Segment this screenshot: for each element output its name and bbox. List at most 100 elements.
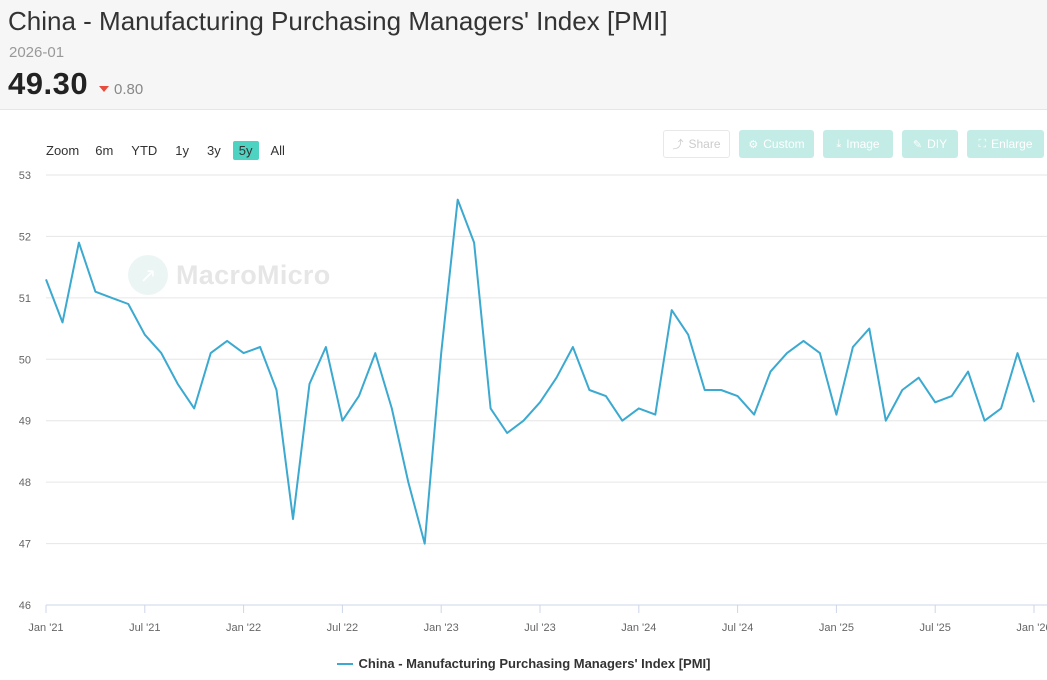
down-arrow-icon <box>99 86 109 93</box>
data-point <box>967 371 969 373</box>
value-change: 0.80 <box>99 81 143 98</box>
share-label: Share <box>688 137 721 151</box>
data-point <box>341 420 343 422</box>
y-tick-label: 47 <box>19 539 31 551</box>
data-point <box>918 377 920 379</box>
image-label: Image <box>846 137 880 151</box>
x-tick-label: Jul '23 <box>524 622 555 634</box>
zoom-6m-button[interactable]: 6m <box>95 143 114 158</box>
data-point <box>621 420 623 422</box>
data-point <box>1000 407 1002 409</box>
data-point <box>588 389 590 391</box>
data-point <box>78 242 80 244</box>
diy-label: DIY <box>927 137 948 151</box>
data-point <box>770 371 772 373</box>
data-point <box>325 346 327 348</box>
data-point <box>654 414 656 416</box>
zoom-1y-button[interactable]: 1y <box>175 143 190 158</box>
data-point <box>177 383 179 385</box>
data-point <box>127 303 129 305</box>
data-point <box>94 291 96 293</box>
share-button[interactable]: ⤴ Share <box>663 130 730 158</box>
share-icon: ⤴ <box>672 139 684 151</box>
data-point <box>1033 401 1035 403</box>
gear-icon: ⚙ <box>748 138 759 151</box>
zoom-all-button[interactable]: All <box>270 143 285 158</box>
zoom-selector: Zoom 6m YTD 1y 3y 5y All <box>46 141 297 160</box>
zoom-label: Zoom <box>46 143 80 158</box>
x-tick-label: Jan '22 <box>226 622 261 634</box>
watermark-text: MacroMicro <box>176 259 331 290</box>
data-point <box>720 389 722 391</box>
data-point <box>292 518 294 520</box>
latest-period: 2026-01 <box>9 44 65 61</box>
data-point <box>506 432 508 434</box>
y-tick-label: 52 <box>19 231 31 243</box>
data-point <box>490 407 492 409</box>
data-point <box>539 401 541 403</box>
enlarge-button[interactable]: ⛶ Enlarge <box>967 130 1044 158</box>
custom-button[interactable]: ⚙ Custom <box>739 130 814 158</box>
chart-toolbar: ⤴ Share ⚙ Custom ⤓ Image ✎ DIY ⛶ Enlarge <box>663 130 1047 158</box>
expand-icon: ⛶ <box>978 137 987 150</box>
pencil-icon: ✎ <box>912 138 923 151</box>
data-point <box>523 420 525 422</box>
data-point <box>868 328 870 330</box>
y-tick-label: 46 <box>19 600 31 612</box>
y-tick-label: 51 <box>19 293 31 305</box>
data-point <box>45 278 47 280</box>
data-point <box>885 420 887 422</box>
data-point <box>605 395 607 397</box>
zoom-ytd-button[interactable]: YTD <box>131 143 158 158</box>
y-tick-label: 53 <box>19 170 31 182</box>
download-icon: ⤓ <box>836 137 842 150</box>
y-tick-label: 48 <box>19 477 31 489</box>
data-point <box>276 389 278 391</box>
x-tick-label: Jan '21 <box>28 622 63 634</box>
data-point <box>934 401 936 403</box>
zoom-3y-button[interactable]: 3y <box>207 143 221 158</box>
custom-label: Custom <box>763 137 805 151</box>
data-point <box>243 352 245 354</box>
macromicro-logo-icon: ↗ <box>128 255 168 295</box>
x-tick-label: Jul '24 <box>722 622 753 634</box>
data-point <box>704 389 706 391</box>
data-point <box>572 346 574 348</box>
data-point <box>440 352 442 354</box>
data-point <box>852 346 854 348</box>
data-point <box>259 346 261 348</box>
x-tick-label: Jan '24 <box>621 622 656 634</box>
y-tick-label: 49 <box>19 416 31 428</box>
chart-legend[interactable]: China - Manufacturing Purchasing Manager… <box>0 656 1047 671</box>
data-point <box>671 309 673 311</box>
data-point <box>160 352 162 354</box>
x-tick-label: Jan '26 <box>1016 622 1047 634</box>
data-point <box>424 543 426 545</box>
indicator-header: China - Manufacturing Purchasing Manager… <box>0 0 1047 110</box>
data-point <box>61 321 63 323</box>
legend-line-icon <box>336 662 353 665</box>
data-point <box>193 407 195 409</box>
data-point <box>473 242 475 244</box>
image-button[interactable]: ⤓ Image <box>823 130 893 158</box>
data-point <box>407 481 409 483</box>
data-point <box>391 407 393 409</box>
data-point <box>308 383 310 385</box>
data-point <box>901 389 903 391</box>
x-tick-label: Jul '22 <box>327 622 358 634</box>
data-point <box>638 407 640 409</box>
data-point <box>111 297 113 299</box>
legend-series-name: China - Manufacturing Purchasing Manager… <box>358 656 711 671</box>
data-point <box>144 334 146 336</box>
x-tick-label: Jul '21 <box>129 622 160 634</box>
data-point <box>753 414 755 416</box>
data-point <box>358 395 360 397</box>
diy-button[interactable]: ✎ DIY <box>902 130 958 158</box>
data-point <box>737 395 739 397</box>
data-point <box>226 340 228 342</box>
data-point <box>802 340 804 342</box>
zoom-5y-button[interactable]: 5y <box>232 141 259 160</box>
y-tick-label: 50 <box>19 354 31 366</box>
data-point <box>984 420 986 422</box>
